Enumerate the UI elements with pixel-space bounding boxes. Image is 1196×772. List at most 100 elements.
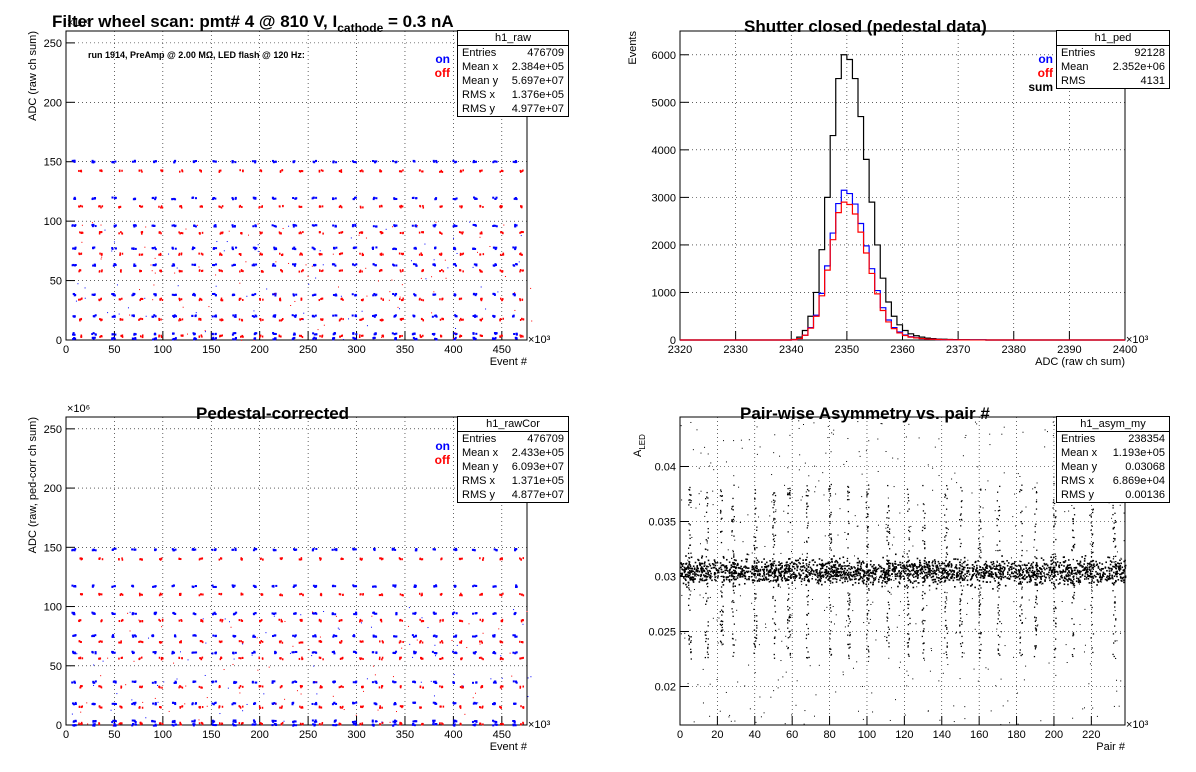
data-point-off <box>220 298 222 301</box>
data-point-off <box>100 319 102 322</box>
data-point-off <box>319 253 322 256</box>
data-point-off <box>241 335 244 338</box>
data-point-on <box>513 197 516 200</box>
y-tick-label: 150 <box>44 157 62 169</box>
data-point-off <box>98 592 100 595</box>
data-point-off <box>98 640 100 643</box>
y-tick-label: 100 <box>44 602 62 614</box>
data-point-off <box>361 169 363 172</box>
data-point-off <box>238 298 241 301</box>
data-point-on <box>71 681 74 684</box>
data-point-off <box>362 334 364 337</box>
data-point-off <box>238 205 241 208</box>
data-point-on <box>311 294 314 297</box>
data-point-on <box>394 224 397 227</box>
data-point <box>101 256 103 258</box>
data-point-off <box>181 232 184 235</box>
data-point-off <box>439 170 441 173</box>
data-point <box>81 241 83 243</box>
data-point-off <box>100 686 103 689</box>
data-point-on <box>292 337 295 340</box>
data-point-off <box>259 335 261 338</box>
data-point <box>1041 565 1044 568</box>
data-point <box>851 578 853 581</box>
data-point-on <box>355 333 358 336</box>
data-point-on <box>472 159 475 162</box>
data-point-off <box>79 318 81 321</box>
data-point-off <box>99 252 101 255</box>
data-point-off <box>139 204 141 207</box>
data-point <box>1077 571 1079 574</box>
data-point-on <box>213 160 216 163</box>
data-point-off <box>179 298 181 301</box>
data-point <box>855 578 857 580</box>
data-point <box>916 557 919 560</box>
data-point-on <box>393 333 396 336</box>
data-point <box>786 565 788 568</box>
data-point-off <box>459 335 461 338</box>
data-point <box>1109 577 1112 580</box>
data-point-off <box>320 169 323 172</box>
data-point-off <box>280 232 282 235</box>
data-point <box>1048 577 1051 579</box>
data-point-off <box>200 334 203 337</box>
data-point <box>1055 579 1058 581</box>
data-point-off <box>379 231 382 234</box>
data-point <box>940 571 942 574</box>
stats-key: Mean y <box>462 75 499 87</box>
data-point-off <box>100 593 103 596</box>
data-point <box>843 561 845 564</box>
data-point-on <box>211 315 214 318</box>
data-point-off <box>362 317 364 320</box>
data-point-on <box>233 224 236 227</box>
data-point-off <box>361 299 364 302</box>
data-point-on <box>71 584 74 587</box>
data-point-on <box>395 264 398 267</box>
data-point <box>736 577 739 579</box>
data-point-on <box>92 680 95 683</box>
data-point <box>795 560 798 562</box>
data-point-off <box>341 231 344 234</box>
data-point-off <box>302 269 304 272</box>
data-point-off <box>121 722 123 725</box>
data-point-on <box>72 338 75 341</box>
data-point-off <box>362 170 364 173</box>
data-point <box>937 579 940 582</box>
data-point-on <box>474 294 477 297</box>
y-tick-label: 0.03 <box>655 572 676 584</box>
data-point-on <box>353 196 356 199</box>
data-point-on <box>94 264 97 267</box>
data-point <box>706 570 709 572</box>
data-point-off <box>339 170 342 173</box>
data-point <box>1095 570 1097 573</box>
data-point-off <box>139 270 141 273</box>
y-axis-exponent: ×10⁶ <box>67 403 90 415</box>
data-point-off <box>218 169 221 172</box>
data-point <box>1035 572 1038 575</box>
data-point-off <box>239 169 241 172</box>
data-point-on <box>293 264 296 267</box>
x-tick-label: 400 <box>444 344 462 356</box>
data-point <box>1121 566 1124 569</box>
data-point-off <box>521 317 523 320</box>
data-point-on <box>191 263 194 266</box>
data-point-off <box>78 252 80 255</box>
data-point-off <box>78 169 80 172</box>
data-point-on <box>452 197 455 200</box>
data-point <box>1098 562 1101 564</box>
data-point <box>290 305 292 307</box>
data-point-off <box>499 297 502 300</box>
data-point <box>964 573 966 576</box>
data-point-off <box>402 269 404 272</box>
data-point-off <box>299 170 302 173</box>
data-point-on <box>274 160 277 163</box>
data-point <box>274 293 276 295</box>
data-point <box>107 657 109 659</box>
data-point-on <box>215 247 218 250</box>
data-point-on <box>351 293 354 296</box>
data-point-off <box>99 335 101 338</box>
data-point-off <box>100 253 103 256</box>
data-point-on <box>313 333 316 336</box>
data-point-on <box>295 224 298 227</box>
data-point <box>1116 575 1118 578</box>
